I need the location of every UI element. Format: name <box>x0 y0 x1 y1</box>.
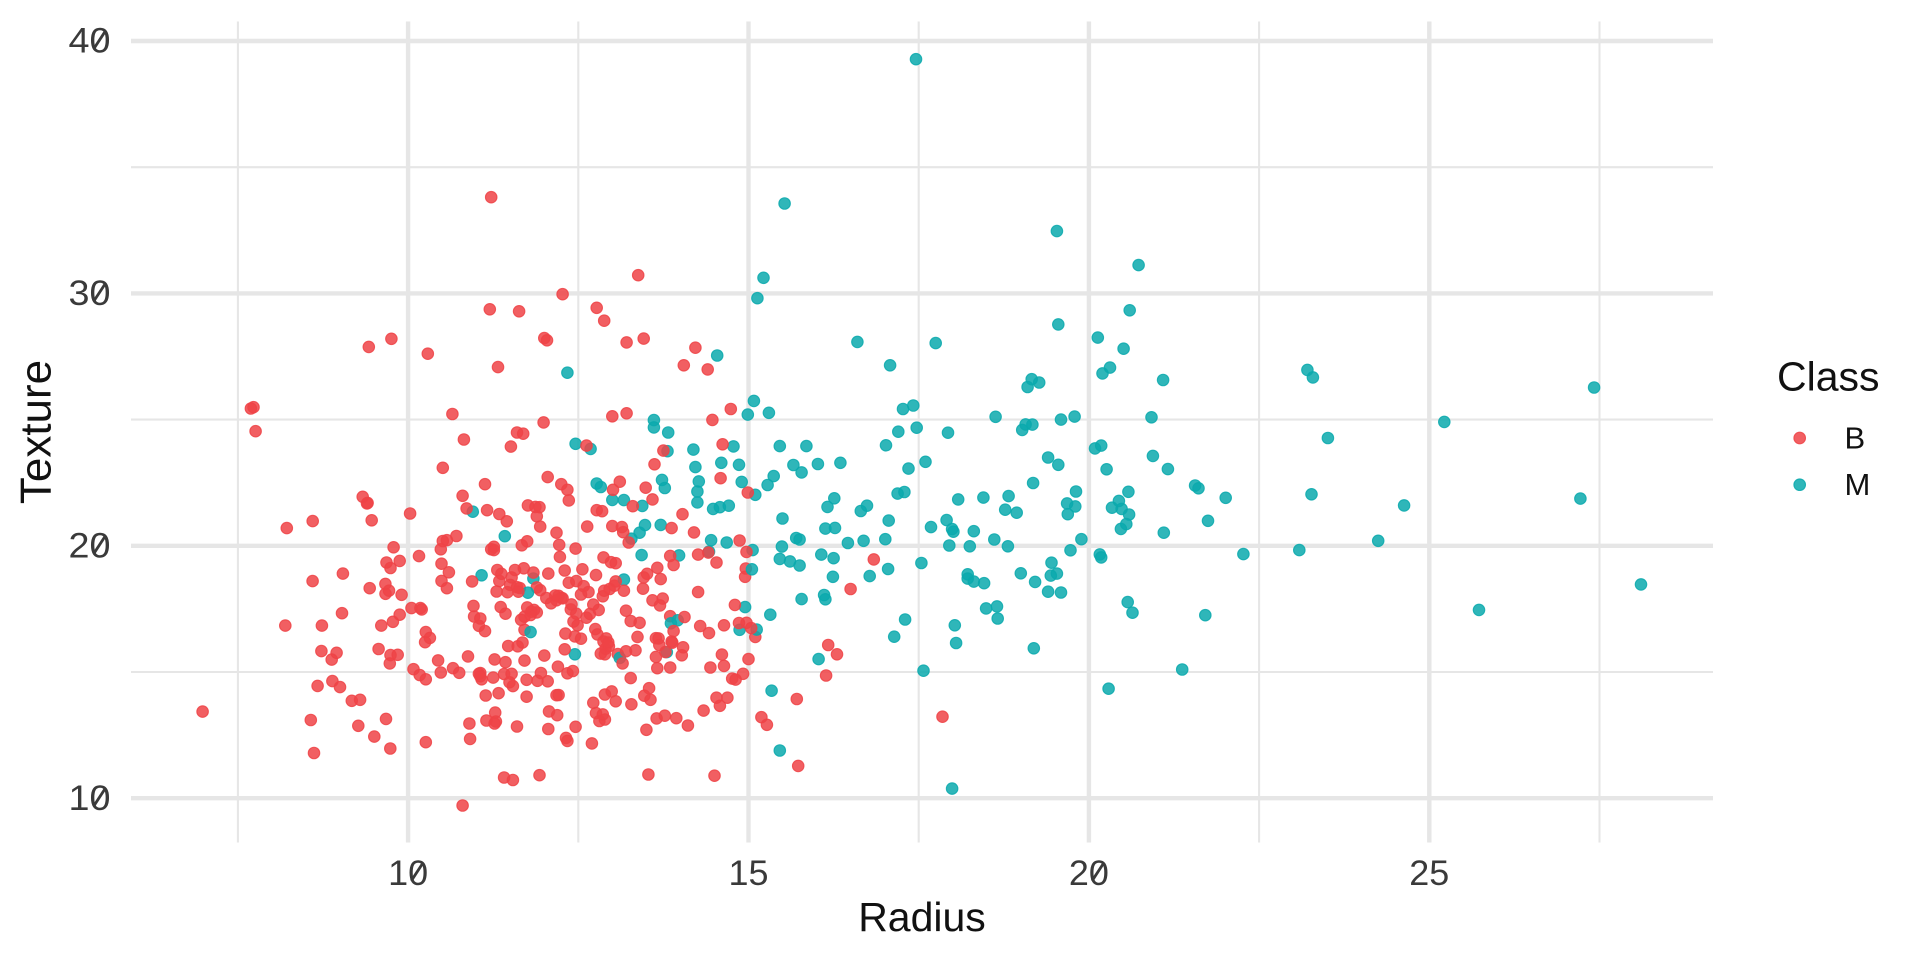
svg-text:10: 10 <box>69 779 111 818</box>
svg-text:M: M <box>1845 467 1871 502</box>
svg-text:25: 25 <box>1409 854 1449 893</box>
svg-text:Texture: Texture <box>12 360 61 504</box>
svg-text:30: 30 <box>69 274 111 313</box>
svg-text:B: B <box>1845 420 1866 455</box>
svg-text:20: 20 <box>1069 854 1109 893</box>
svg-text:20: 20 <box>69 527 111 566</box>
svg-text:40: 40 <box>69 22 111 61</box>
svg-text:10: 10 <box>388 854 428 893</box>
svg-text:Radius: Radius <box>858 894 986 940</box>
svg-text:Class: Class <box>1777 354 1880 400</box>
svg-text:15: 15 <box>729 854 769 893</box>
